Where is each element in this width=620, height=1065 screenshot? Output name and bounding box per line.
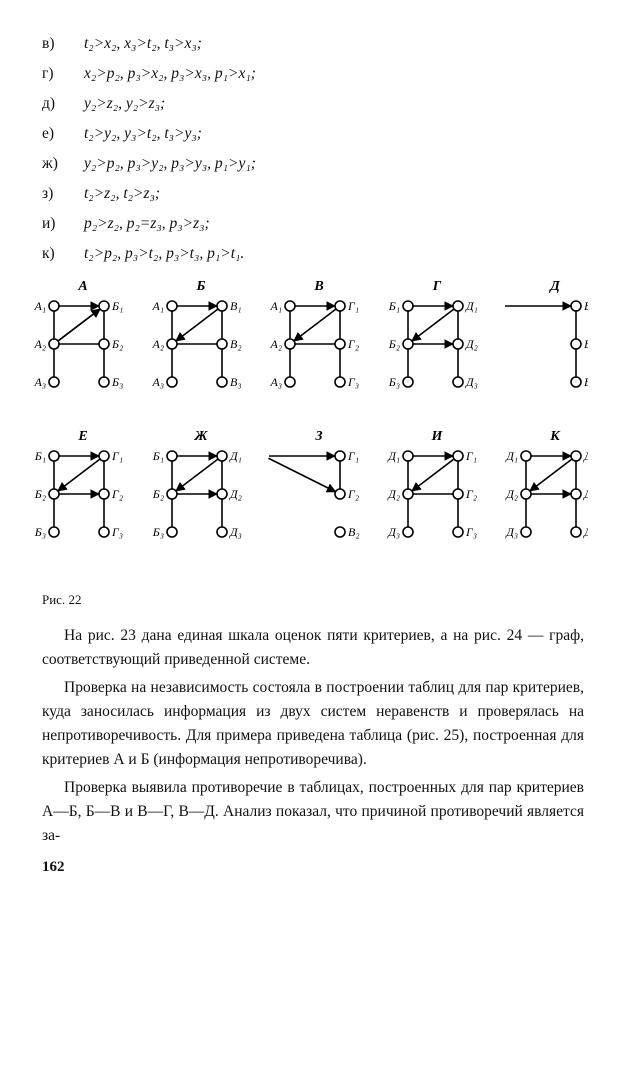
inequality-row: и)p₂>z₂, p₂=z₃, p₃>z₃;	[42, 212, 584, 236]
inequality-list: в)t₂>x₂, x₃>t₂, t₃>x₃; г)x₂>p₂, p₃>x₂, p₃…	[42, 32, 584, 266]
svg-text:Д₁: Д₁	[583, 449, 588, 463]
svg-text:Б₁: Б₁	[111, 299, 123, 313]
svg-text:Г₁: Г₁	[347, 299, 359, 313]
inequality-row: д)y₂>z₂, y₂>z₃;	[42, 92, 584, 116]
svg-text:Д₃: Д₃	[505, 525, 518, 539]
svg-text:Б₂: Б₂	[152, 487, 164, 501]
svg-text:Б₂: Б₂	[111, 337, 123, 351]
svg-text:Г: Г	[432, 279, 442, 294]
inequality-row: з)t₂>z₂, t₂>z₃;	[42, 182, 584, 206]
svg-text:Б₁: Б₁	[34, 449, 46, 463]
inequality-row: г)x₂>p₂, p₃>x₂, p₃>x₃, p₁>x₁;	[42, 62, 584, 86]
svg-text:В: В	[313, 279, 323, 294]
svg-text:Г₂: Г₂	[465, 487, 477, 501]
svg-text:А₂: А₂	[269, 337, 282, 351]
inequality-row: в)t₂>x₂, x₃>t₂, t₃>x₃;	[42, 32, 584, 56]
svg-text:Г₁: Г₁	[347, 449, 359, 463]
svg-text:Д₃: Д₃	[465, 375, 478, 389]
svg-text:Б₃: Б₃	[388, 375, 400, 389]
svg-text:Г₁: Г₁	[111, 449, 123, 463]
svg-text:Д₃: Д₃	[229, 525, 242, 539]
svg-text:Б₃: Б₃	[34, 525, 46, 539]
svg-text:В₂: В₂	[348, 525, 360, 539]
body-text: На рис. 23 дана единая шкала оценок пяти…	[42, 624, 584, 848]
svg-text:Д₁: Д₁	[465, 299, 478, 313]
svg-text:Г₁: Г₁	[465, 449, 477, 463]
svg-text:Г₂: Г₂	[347, 487, 359, 501]
svg-text:Г₃: Г₃	[111, 525, 123, 539]
svg-text:Д₂: Д₂	[583, 487, 588, 501]
svg-text:А₂: А₂	[33, 337, 46, 351]
svg-text:А: А	[77, 279, 87, 294]
svg-text:А₁: А₁	[269, 299, 282, 313]
paragraph: На рис. 23 дана единая шкала оценок пяти…	[42, 624, 584, 672]
svg-text:Б₃: Б₃	[152, 525, 164, 539]
svg-text:А₁: А₁	[33, 299, 46, 313]
svg-text:В₂: В₂	[230, 337, 242, 351]
svg-text:Г₃: Г₃	[465, 525, 477, 539]
svg-text:В₃: В₃	[230, 375, 242, 389]
inequality-row: е)t₂>y₂, y₃>t₂, t₃>y₃;	[42, 122, 584, 146]
svg-text:Г₂: Г₂	[347, 337, 359, 351]
inequality-row: к)t₂>p₂, p₃>t₂, p₃>t₃, p₁>t₁.	[42, 242, 584, 266]
svg-text:Б₂: Б₂	[388, 337, 400, 351]
svg-text:Д: Д	[548, 279, 560, 294]
svg-text:Б₁: Б₁	[388, 299, 400, 313]
figure-22: А А₁ А₂ А₃ Б₁ Б₂ Б₃ Б А₁ А₂ А₃ В₁ В₂ В₃ В А₁ А₂ А₃ Г₁ Г₂ Г₃ Г…	[28, 274, 584, 584]
svg-text:В₁: В₁	[230, 299, 242, 313]
svg-text:В₂: В₂	[584, 337, 588, 351]
svg-text:В₃: В₃	[584, 375, 588, 389]
svg-text:А₃: А₃	[151, 375, 164, 389]
svg-text:Д₃: Д₃	[387, 525, 400, 539]
svg-text:Б₁: Б₁	[152, 449, 164, 463]
svg-text:Д₃: Д₃	[583, 525, 588, 539]
svg-text:А₃: А₃	[33, 375, 46, 389]
svg-text:Г₃: Г₃	[347, 375, 359, 389]
figure-caption: Рис. 22	[42, 590, 584, 610]
svg-text:А₁: А₁	[151, 299, 164, 313]
svg-text:Д₂: Д₂	[387, 487, 400, 501]
svg-text:Б: Б	[196, 279, 206, 294]
svg-text:Б₂: Б₂	[34, 487, 46, 501]
svg-text:А₂: А₂	[151, 337, 164, 351]
inequality-row: ж)y₂>p₂, p₃>y₂, p₃>y₃, p₁>y₁;	[42, 152, 584, 176]
svg-text:А₃: А₃	[269, 375, 282, 389]
svg-text:Б₃: Б₃	[111, 375, 123, 389]
svg-text:Д₁: Д₁	[505, 449, 518, 463]
svg-text:Д₁: Д₁	[229, 449, 242, 463]
svg-text:Д₁: Д₁	[387, 449, 400, 463]
svg-text:Д₂: Д₂	[229, 487, 242, 501]
paragraph: Проверка на независимость состояла в пос…	[42, 676, 584, 772]
svg-text:Е: Е	[77, 429, 87, 444]
svg-text:Ж: Ж	[194, 429, 209, 444]
svg-text:Г₂: Г₂	[111, 487, 123, 501]
svg-text:Д₂: Д₂	[505, 487, 518, 501]
svg-text:З: З	[314, 429, 322, 444]
svg-text:К: К	[549, 429, 561, 444]
svg-text:И: И	[431, 429, 444, 444]
svg-text:В₁: В₁	[584, 299, 588, 313]
page-number: 162	[42, 856, 584, 879]
paragraph: Проверка выявила противоречие в таблицах…	[42, 776, 584, 848]
svg-text:Д₂: Д₂	[465, 337, 478, 351]
